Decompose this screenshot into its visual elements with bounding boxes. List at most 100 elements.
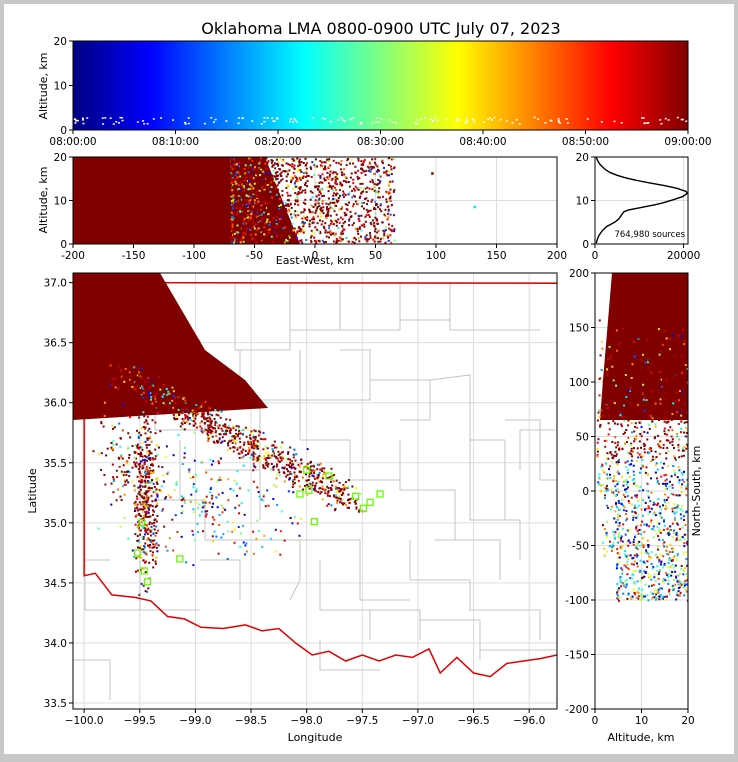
altitude-ns-source [679, 390, 681, 392]
ew-altitude-source [244, 168, 246, 170]
ew-altitude-source [268, 172, 270, 174]
ew-altitude-source [328, 166, 330, 168]
time-altitude-gap [456, 120, 458, 122]
ew-altitude-source [238, 186, 240, 188]
plan-view-source [136, 496, 138, 498]
plan-view-source [140, 434, 142, 436]
ew-altitude-source [314, 166, 316, 168]
ew-altitude-source [279, 235, 281, 237]
plan-view-source [154, 395, 156, 397]
altitude-ns-source [606, 371, 608, 373]
altitude-ns-source [617, 342, 619, 344]
time-altitude-gap [353, 117, 355, 119]
altitude-ns-source [624, 443, 626, 445]
ew-altitude-source [247, 231, 249, 233]
ew-altitude-source [326, 176, 328, 178]
plan-view-source [160, 386, 162, 388]
altitude-ns-source [660, 398, 662, 400]
altitude-ns-source [660, 530, 662, 532]
altitude-ns-source [669, 557, 671, 559]
ew-altitude-source [322, 206, 324, 208]
ew-altitude-source [348, 241, 350, 243]
plan-view-source [331, 468, 333, 470]
ew-altitude-source [330, 171, 332, 173]
ew-altitude-source [289, 219, 291, 221]
altitude-ns-source [640, 447, 642, 449]
plan-view-source [316, 468, 318, 470]
ew-altitude-source [353, 222, 355, 224]
altitude-ns-source [623, 494, 625, 496]
altitude-ns-source [636, 427, 638, 429]
ew-altitude-source [255, 173, 257, 175]
plan-view-source [138, 432, 140, 434]
altitude-ns-source [638, 414, 640, 416]
plan-view-source [145, 472, 147, 474]
plan-view-source [253, 437, 255, 439]
altitude-ns-source [633, 366, 635, 368]
plan-view-source [297, 464, 299, 466]
time-altitude-source [571, 122, 573, 124]
ew-altitude-source [281, 164, 283, 166]
altitude-ns-source [668, 399, 670, 401]
ew-altitude-source [357, 170, 359, 172]
plan-view-source [279, 461, 281, 463]
altitude-ns-source [607, 411, 609, 413]
ew-altitude-source [390, 189, 392, 191]
ew-altitude-source [373, 166, 375, 168]
altitude-ns-source [653, 513, 655, 515]
altitude-ns-source [599, 394, 601, 396]
time-axis-tick-label: 08:20:00 [254, 136, 301, 148]
plan-view-source [205, 502, 207, 504]
ew-altitude-source [320, 181, 322, 183]
ew-altitude-source [278, 227, 280, 229]
time-altitude-source [335, 122, 337, 124]
plan-view-source [155, 432, 157, 434]
plan-view-source [142, 456, 144, 458]
plan-view-source [359, 493, 361, 495]
plan-view-source [156, 521, 158, 523]
plan-view-source [337, 500, 339, 502]
altitude-ns-source [612, 420, 614, 422]
plan-view-source [136, 498, 138, 500]
plan-view-source [236, 425, 238, 427]
altitude-ns-source [608, 468, 610, 470]
plan-view-source [239, 438, 241, 440]
altitude-ns-source [643, 431, 645, 433]
altitude-ns-source [668, 562, 670, 564]
altitude-ns-source [614, 531, 616, 533]
ew-altitude-source [300, 186, 302, 188]
altitude-ns-source [652, 456, 654, 458]
ew-altitude-source [292, 236, 294, 238]
altitude-ns-source [684, 403, 686, 405]
plan-view-source [129, 416, 131, 418]
time-altitude-source [419, 125, 421, 127]
time-altitude-source [190, 127, 192, 129]
ew-altitude-source [380, 238, 382, 240]
plan-view-source [168, 494, 170, 496]
plan-view-source [139, 466, 141, 468]
plan-view-source [181, 496, 183, 498]
altitude-ns-source [657, 546, 659, 548]
plan-view-source [207, 409, 209, 411]
plan-view-source [116, 499, 118, 501]
plan-view-source [291, 522, 293, 524]
altitude-ns-source [618, 461, 620, 463]
ew-altitude-source [230, 225, 232, 227]
time-altitude-source [145, 126, 147, 128]
altitude-ns-source [625, 396, 627, 398]
altitude-ns-source [636, 597, 638, 599]
ew-altitude-source [254, 199, 256, 201]
time-altitude-source [128, 125, 130, 127]
plan-view-source [276, 466, 278, 468]
plan-view-source [115, 377, 117, 379]
plan-view-source [140, 392, 142, 394]
altitude-ns-source [683, 346, 685, 348]
ew-altitude-source [339, 182, 341, 184]
plan-view-source [215, 421, 217, 423]
plan-view-source [261, 499, 263, 501]
altitude-ns-source [637, 486, 639, 488]
plan-view-source [213, 519, 215, 521]
ew-altitude-source [279, 237, 281, 239]
plan-view-source [122, 458, 124, 460]
altitude-ns-source [622, 593, 624, 595]
